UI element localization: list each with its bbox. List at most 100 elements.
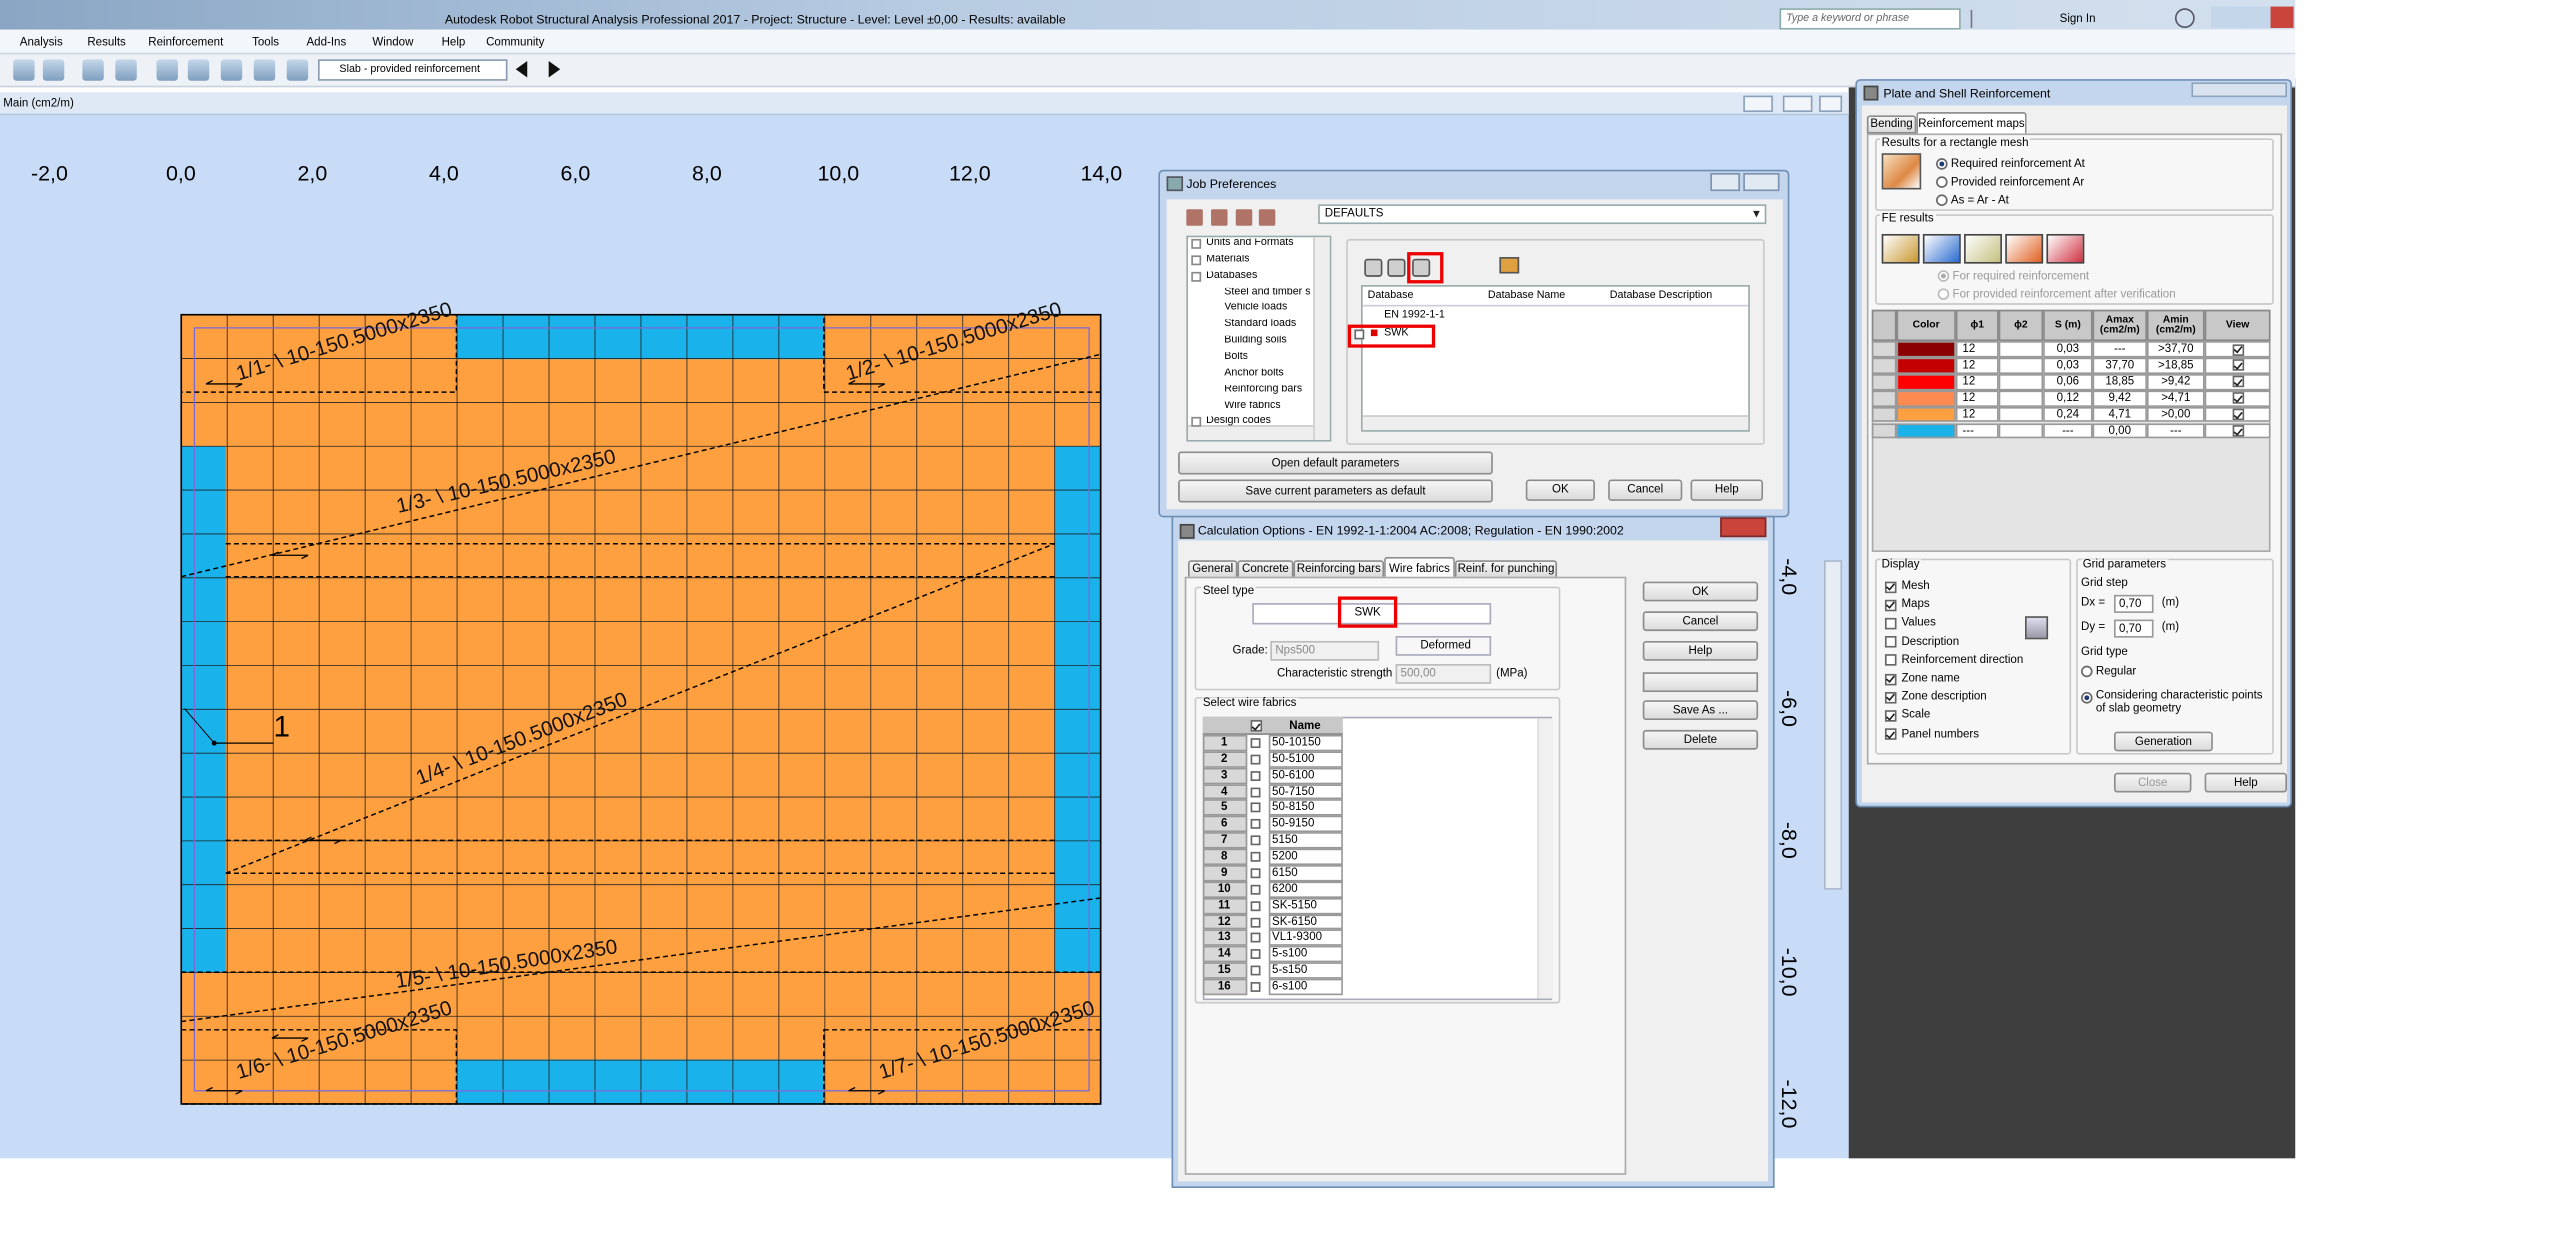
database-icon[interactable] [1387, 258, 1406, 277]
checkbox[interactable] [1250, 835, 1261, 846]
checkbox[interactable] [1884, 691, 1897, 704]
tab[interactable]: Concrete [1237, 560, 1294, 579]
settings-icon[interactable] [2025, 616, 2049, 640]
tree-expander[interactable] [1191, 417, 1202, 428]
grid-type-radio[interactable] [2081, 665, 2093, 678]
fabric-name[interactable]: 5200 [1272, 851, 1298, 863]
checkbox[interactable] [1250, 770, 1261, 781]
color-swatch[interactable] [1896, 373, 1956, 390]
database-row[interactable]: SWK [1384, 327, 1409, 340]
view-checkbox[interactable] [2232, 376, 2245, 388]
toolbar-icon[interactable] [1235, 209, 1253, 226]
checkbox[interactable] [1250, 949, 1261, 960]
fe-radio[interactable] [1937, 288, 1950, 300]
tree-item[interactable]: Standard loads [1224, 319, 1297, 330]
toolbar-icon[interactable] [253, 59, 276, 81]
fabric-name[interactable]: 50-10150 [1272, 737, 1321, 749]
fabric-name[interactable]: 6-s100 [1272, 981, 1308, 993]
tab[interactable]: Bending [1866, 115, 1917, 134]
checkbox[interactable] [1250, 900, 1261, 911]
tab[interactable]: Wire fabrics [1384, 556, 1455, 579]
tree-item[interactable]: Design codes [1206, 417, 1272, 427]
select-all-checkbox[interactable] [1250, 720, 1263, 732]
tree-item[interactable]: Steel and timber s [1224, 287, 1311, 298]
checkbox[interactable] [1250, 803, 1261, 814]
result-radio[interactable] [1936, 194, 1948, 206]
checkbox-label[interactable]: Maps [1901, 599, 1930, 611]
toolbar-icon[interactable] [1258, 209, 1276, 226]
toolbar-icon[interactable] [187, 59, 210, 81]
menu-item[interactable]: Window [372, 37, 414, 49]
tab[interactable]: Reinforcing bars [1293, 560, 1385, 579]
fabric-name[interactable]: 6200 [1272, 883, 1298, 896]
view-close[interactable] [1819, 95, 1843, 113]
dx-value[interactable]: 0,70 [2118, 598, 2142, 610]
checkbox-label[interactable]: Values [1901, 617, 1936, 630]
close-button[interactable] [1743, 173, 1780, 192]
strength-combo[interactable] [1395, 664, 1492, 684]
toolbar-icon[interactable] [220, 59, 243, 81]
fe-icon[interactable] [2046, 233, 2085, 264]
tree-item[interactable]: Bolts [1224, 352, 1249, 362]
button[interactable]: Cancel [1608, 479, 1683, 501]
tree-item[interactable]: Reinforcing bars [1224, 384, 1303, 395]
database-icon[interactable] [1364, 258, 1383, 277]
dy-value[interactable]: 0,70 [2118, 622, 2142, 635]
previous-button[interactable] [515, 60, 528, 78]
database-icon[interactable] [1499, 257, 1520, 274]
result-radio[interactable] [1936, 176, 1948, 188]
radio-label[interactable]: For required reinforcement [1952, 270, 2090, 282]
radio-label[interactable]: Provided reinforcement Ar [1950, 176, 2085, 188]
color-swatch[interactable] [1896, 422, 1956, 439]
database-row[interactable]: EN 1992-1-1 [1384, 309, 1445, 321]
generation-button[interactable]: Generation [2113, 731, 2213, 752]
menu-item[interactable]: Analysis [19, 37, 63, 49]
view-checkbox[interactable] [2232, 392, 2245, 404]
tree-expander[interactable] [1191, 238, 1202, 249]
checkbox[interactable] [1250, 819, 1261, 830]
fabric-name[interactable]: 5-s150 [1272, 965, 1308, 977]
checkbox[interactable] [1884, 654, 1897, 667]
checkbox[interactable] [1884, 709, 1897, 722]
window-controls[interactable] [2191, 82, 2288, 98]
checkbox[interactable] [1250, 982, 1261, 992]
search-placeholder[interactable]: Type a keyword or phrase [1786, 12, 1910, 25]
checkbox[interactable] [1250, 917, 1261, 927]
checkbox[interactable] [1250, 933, 1261, 944]
menu-item[interactable]: Tools [252, 37, 280, 49]
checkbox-label[interactable]: Mesh [1901, 580, 1930, 593]
checkbox[interactable] [1884, 728, 1897, 740]
checkbox-label[interactable]: Scale [1901, 709, 1931, 722]
close-button[interactable] [1720, 517, 1767, 538]
toolbar-icon[interactable] [1211, 209, 1228, 226]
checkbox-label[interactable]: Zone name [1901, 673, 1960, 685]
fabric-name[interactable]: SK-5150 [1272, 899, 1317, 912]
fabric-name[interactable]: 50-9150 [1272, 818, 1315, 831]
checkbox-label[interactable]: Reinforcement direction [1901, 654, 2024, 667]
checkbox-label[interactable]: Zone description [1901, 691, 1987, 704]
tree-item[interactable]: Wire fabrics [1224, 400, 1281, 411]
fabric-name[interactable]: 50-8150 [1272, 802, 1315, 814]
checkbox[interactable] [1250, 868, 1261, 879]
view-checkbox[interactable] [2232, 408, 2245, 421]
action-combo[interactable] [1642, 672, 1759, 693]
checkbox-label[interactable]: Description [1901, 636, 1960, 648]
fabric-name[interactable]: 50-6100 [1272, 769, 1315, 782]
fe-icon[interactable] [1922, 233, 1961, 264]
tree-item[interactable]: Anchor bolts [1224, 368, 1284, 379]
tree-item[interactable]: Building soils [1224, 335, 1287, 346]
checkbox[interactable] [1884, 580, 1897, 593]
tree-expander[interactable] [1191, 255, 1202, 266]
view-checkbox[interactable] [2232, 425, 2245, 437]
dx-field[interactable] [2113, 594, 2154, 613]
tree-item[interactable]: Units and Formats [1206, 238, 1294, 249]
checkbox[interactable] [1884, 673, 1897, 685]
checkbox[interactable] [1250, 786, 1261, 797]
view-checkbox[interactable] [2232, 343, 2245, 356]
view-control[interactable] [1743, 95, 1773, 113]
open-default-button[interactable]: Open default parameters [1178, 451, 1493, 475]
database-icon[interactable] [1412, 258, 1431, 277]
toolbar-icon[interactable] [13, 59, 35, 81]
fabric-name[interactable]: 5-s100 [1272, 948, 1308, 961]
fe-icon[interactable] [1881, 233, 1920, 264]
